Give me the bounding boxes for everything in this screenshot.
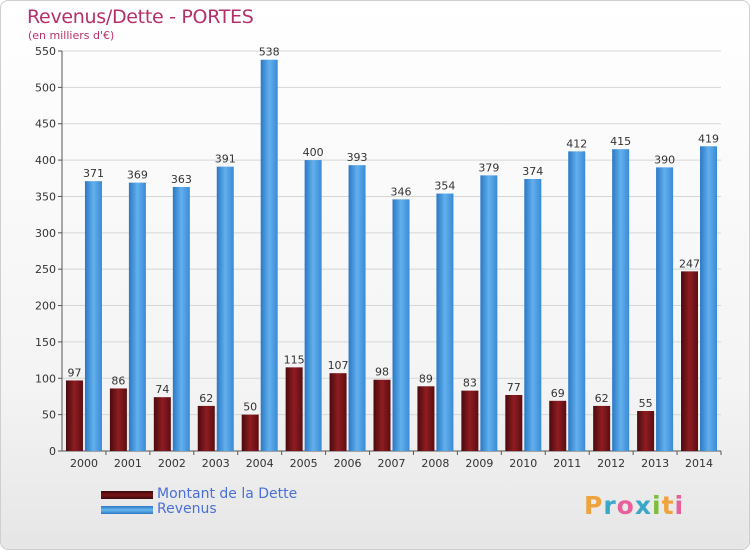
bar-dette [549,400,567,451]
data-label-revenus: 346 [391,185,412,198]
data-label-dette: 98 [375,366,389,379]
y-tick-label: 200 [35,300,56,313]
bar-dette [417,386,435,451]
chart-title: Revenus/Dette - PORTES [27,6,254,28]
x-tick-label: 2007 [378,457,406,470]
chart-subtitle: (en milliers d'€) [28,29,115,42]
y-tick-label: 500 [35,81,56,94]
y-tick-label: 150 [35,336,56,349]
bar-dette [681,271,699,451]
data-label-dette: 115 [284,353,305,366]
data-label-revenus: 374 [522,165,543,178]
bar-revenus [392,199,410,451]
legend-swatch-revenus [101,506,153,514]
x-tick-label: 2005 [290,457,318,470]
data-label-revenus: 369 [127,169,148,182]
data-label-dette: 62 [199,392,213,405]
data-label-dette: 89 [419,372,433,385]
bar-dette [65,380,83,451]
bar-revenus [656,167,674,451]
x-tick-label: 2006 [334,457,362,470]
bar-revenus [172,187,190,451]
bar-revenus [568,151,586,451]
data-label-revenus: 393 [347,151,368,164]
data-label-dette: 247 [679,257,700,270]
y-tick-label: 0 [49,445,56,458]
bar-revenus [700,146,718,452]
bar-revenus [524,179,542,451]
data-label-revenus: 400 [303,146,324,159]
bar-dette [285,367,303,451]
proxiti-logo: Proxiti [584,491,685,520]
bar-revenus [260,59,278,452]
bar-revenus [612,149,630,451]
bar-revenus [348,165,366,451]
y-tick-label: 50 [42,409,56,422]
data-label-dette: 69 [551,387,565,400]
bar-dette [593,405,611,451]
y-tick-label: 400 [35,154,56,167]
y-tick-label: 300 [35,227,56,240]
y-tick-label: 250 [35,263,56,276]
bar-dette [505,395,523,451]
data-label-revenus: 419 [698,132,719,145]
bar-dette [109,388,127,451]
x-tick-label: 2010 [509,457,537,470]
data-label-revenus: 371 [83,167,104,180]
x-tick-label: 2012 [597,457,625,470]
y-tick-label: 450 [35,118,56,131]
bar-dette [153,397,171,451]
data-label-dette: 97 [67,366,81,379]
bar-revenus [480,175,498,451]
data-label-dette: 77 [507,381,521,394]
x-tick-label: 2014 [685,457,713,470]
data-label-dette: 55 [639,397,653,410]
data-label-revenus: 412 [566,137,587,150]
bar-revenus [128,182,146,452]
data-label-dette: 74 [155,383,169,396]
bar-dette [197,405,215,451]
data-label-dette: 62 [595,392,609,405]
data-label-revenus: 390 [654,153,675,166]
x-tick-label: 2009 [465,457,493,470]
y-tick-label: 100 [35,372,56,385]
x-tick-label: 2013 [641,457,669,470]
data-label-dette: 83 [463,377,477,390]
data-label-revenus: 415 [610,135,631,148]
bar-dette [637,411,655,451]
x-tick-label: 2011 [553,457,581,470]
legend-label-dette: Montant de la Dette [157,486,298,502]
data-label-revenus: 363 [171,173,192,186]
data-label-revenus: 538 [259,46,280,59]
bar-dette [373,379,391,451]
y-tick-label: 550 [35,45,56,58]
bar-revenus [304,160,322,451]
data-label-dette: 107 [328,359,349,372]
data-label-revenus: 354 [434,180,455,193]
legend-label-revenus: Revenus [157,501,217,517]
y-tick-label: 350 [35,190,56,203]
x-tick-label: 2004 [246,457,274,470]
x-tick-label: 2002 [158,457,186,470]
bar-revenus [216,166,234,452]
data-label-revenus: 379 [478,161,499,174]
data-label-revenus: 391 [215,153,236,166]
x-tick-label: 2001 [114,457,142,470]
x-tick-label: 2000 [70,457,98,470]
legend-swatch-dette [101,491,153,499]
data-label-dette: 86 [111,374,125,387]
x-tick-label: 2003 [202,457,230,470]
data-label-dette: 50 [243,401,257,414]
bar-revenus [436,193,454,451]
bar-revenus [84,181,102,451]
x-tick-label: 2008 [421,457,449,470]
bar-dette [461,390,479,451]
bar-dette [329,373,347,451]
bar-dette [241,414,259,451]
